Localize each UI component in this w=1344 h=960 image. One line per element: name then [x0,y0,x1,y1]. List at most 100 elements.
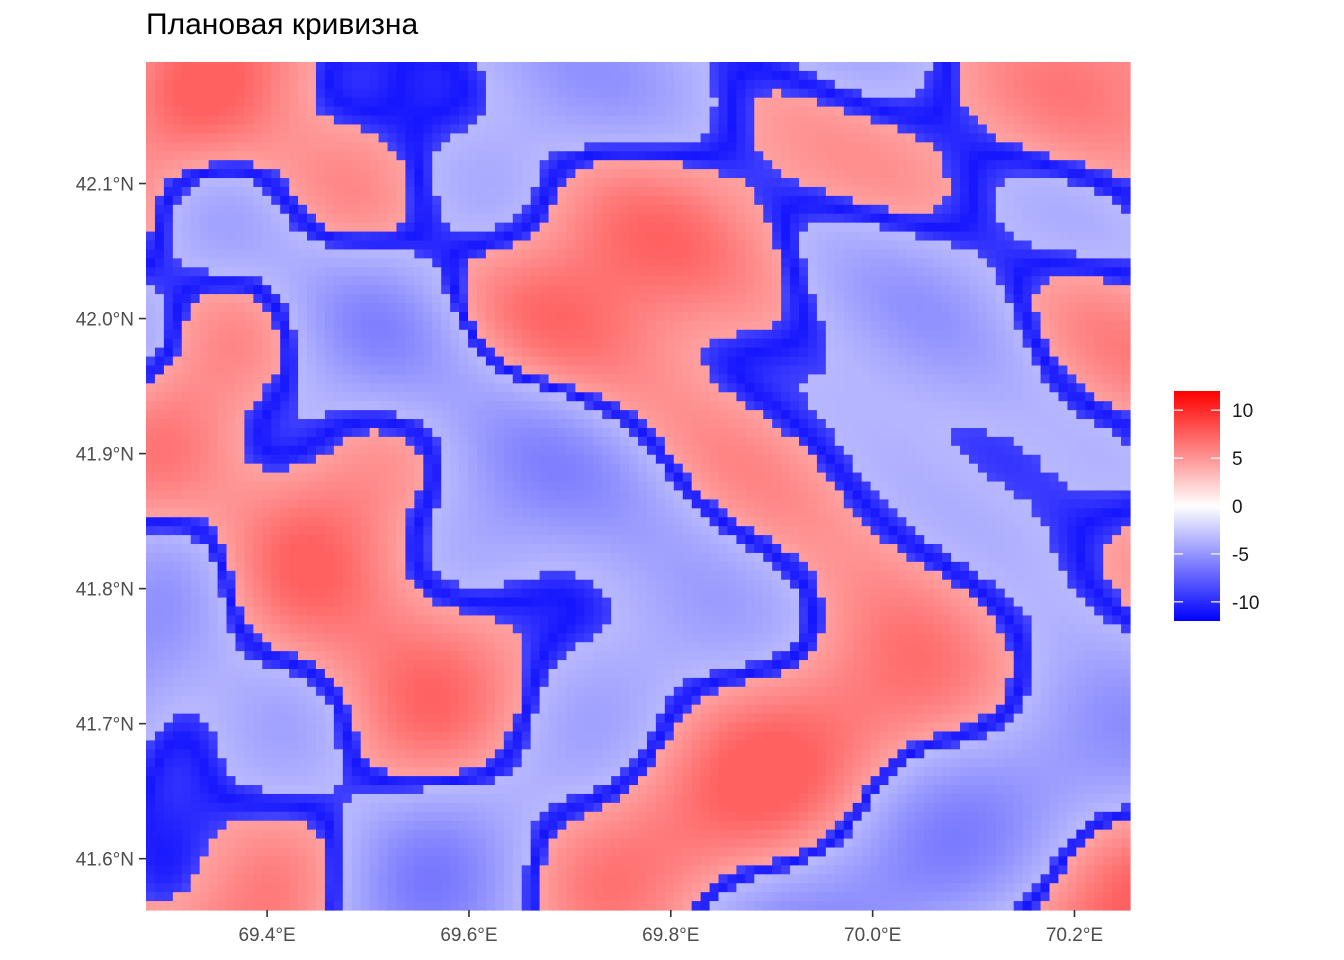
raster-cell [548,88,559,99]
raster-cell [1022,151,1033,161]
raster-cell [620,222,630,233]
raster-cell [521,178,532,188]
raster-cell [244,311,254,322]
raster-cell [897,79,907,90]
raster-cell [280,427,290,438]
raster-cell [1049,240,1060,251]
raster-cell [423,160,433,170]
raster-cell [262,195,272,206]
raster-cell [682,338,693,349]
raster-cell [333,356,344,367]
raster-cell [682,419,693,429]
raster-cell [181,195,192,206]
raster-cell [1040,240,1051,251]
raster-cell [154,365,165,376]
raster-cell [968,240,979,251]
raster-cell [1076,88,1086,99]
raster-cell [1112,419,1122,429]
raster-cell [620,70,630,81]
raster-cell [432,329,442,340]
raster-cell [530,294,541,304]
raster-cell [1076,436,1086,447]
raster-cell [324,365,335,376]
raster-cell [468,133,478,143]
raster-cell [450,115,460,126]
raster-cell [342,303,353,313]
raster-cell [1085,320,1095,331]
raster-cell [1076,356,1086,367]
raster-cell [861,276,872,286]
raster-cell [146,285,156,295]
raster-cell [342,79,353,90]
raster-cell [879,115,890,126]
raster-cell [1040,142,1051,152]
raster-cell [843,133,854,143]
raster-cell [423,97,433,108]
raster-cell [530,204,541,215]
raster-cell [235,410,245,420]
raster-cell [816,320,827,331]
raster-cell [324,463,335,474]
raster-cell [718,338,729,349]
raster-cell [709,419,720,429]
raster-cell [575,169,585,179]
raster-cell [852,240,863,251]
raster-cell [485,213,496,224]
raster-cell [843,160,854,170]
raster-cell [557,311,568,322]
raster-cell [611,249,621,259]
raster-cell [405,365,415,376]
raster-cell [602,374,612,384]
raster-cell [468,160,478,170]
raster-cell [441,222,451,233]
raster-cell [190,142,201,152]
raster-cell [199,142,210,152]
raster-cell [530,454,541,465]
raster-cell [602,186,612,197]
raster-cell [441,445,451,456]
raster-cell [709,445,720,456]
raster-cell [629,347,639,358]
raster-cell [593,160,603,170]
raster-cell [906,374,916,384]
raster-cell [512,410,523,420]
raster-cell [539,115,550,126]
raster-cell [593,133,603,143]
raster-cell [799,419,809,429]
raster-cell [315,392,326,402]
raster-cell [1022,62,1033,72]
raster-cell [754,240,764,251]
raster-cell [1103,329,1113,340]
raster-cell [870,222,881,233]
raster-cell [414,231,424,242]
raster-cell [763,374,773,384]
raster-cell [816,204,827,215]
raster-cell [1121,419,1131,429]
raster-cell [781,427,791,438]
raster-cell [664,454,675,465]
raster-cell [870,445,881,456]
raster-cell [298,142,308,152]
raster-cell [548,267,559,277]
raster-cell [870,70,881,81]
raster-cell [468,320,478,331]
raster-cell [387,303,398,313]
raster-cell [727,231,737,242]
raster-cell [566,276,576,286]
raster-cell [181,311,192,322]
raster-cell [861,133,872,143]
raster-cell [190,231,201,242]
raster-cell [360,222,371,233]
raster-cell [727,213,737,224]
raster-cell [190,124,201,135]
raster-cell [351,329,362,340]
raster-cell [906,356,916,367]
raster-cell [879,383,890,393]
raster-cell [951,133,961,143]
raster-cell [575,365,585,376]
raster-cell [307,178,317,188]
raster-cell [557,115,568,126]
raster-cell [807,401,818,411]
raster-cell [262,463,272,474]
raster-cell [485,303,496,313]
